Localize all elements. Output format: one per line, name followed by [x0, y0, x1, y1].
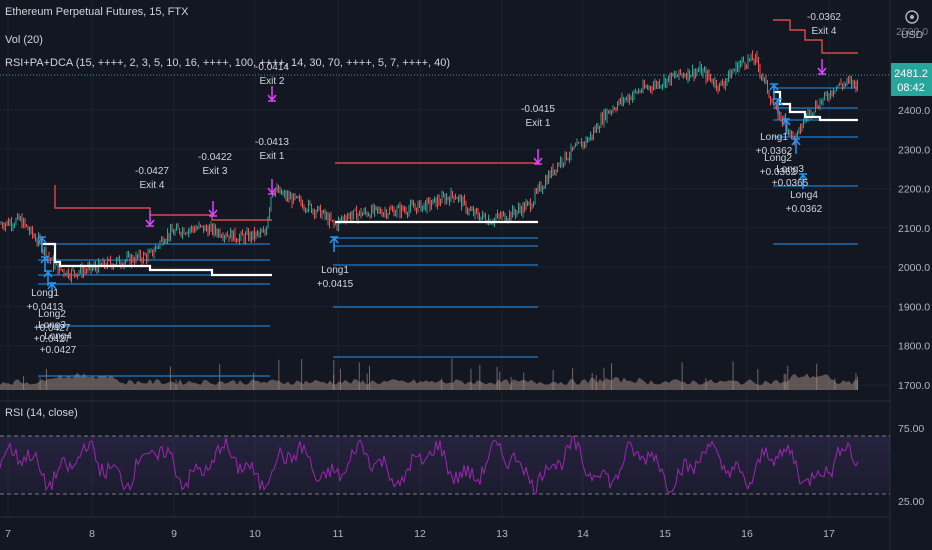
rsi-axis-label-75: 75.00: [898, 423, 924, 435]
price-axis-label: 2200.0: [898, 184, 930, 196]
time-axis-label: 13: [496, 528, 508, 540]
strategy-indicator-label[interactable]: RSI+PA+DCA (15, ++++, 2, 3, 5, 10, 16, +…: [5, 57, 450, 69]
price-axis-label: 2100.0: [898, 223, 930, 235]
trade-label-long1-right: +0.0362: [756, 146, 793, 157]
trade-label-exit2-left: Exit 2: [259, 76, 284, 87]
time-axis-label: 17: [823, 528, 835, 540]
trade-label-long3-right: +0.0365: [772, 178, 809, 189]
symbol-title[interactable]: Ethereum Perpetual Futures, 15, FTX: [5, 6, 189, 18]
price-axis-label: 2000.0: [898, 262, 930, 274]
trade-label-long3-left: Long3: [38, 320, 66, 331]
dca-levels: [38, 87, 858, 377]
time-axis-label: 8: [89, 528, 95, 540]
trade-label-long3-right: Long3: [776, 164, 804, 175]
rsi-line: [0, 435, 859, 495]
trade-label-exit4-left: Exit 4: [139, 180, 164, 191]
price-axis-top-label: 2500.0: [896, 26, 928, 38]
trade-label-long2-left: +0.0427: [34, 323, 71, 334]
trade-label-long4-right: +0.0362: [786, 204, 823, 215]
trade-label-exit4-right: Exit 4: [811, 26, 836, 37]
trade-label-exit4-left: -0.0427: [135, 166, 169, 177]
trade-label-long1-mid: +0.0415: [317, 279, 354, 290]
time-axis-label: 7: [5, 528, 11, 540]
rsi-band-fill: [0, 436, 890, 494]
trade-label-long4-left: +0.0427: [40, 345, 77, 356]
trade-label-long2-right: Long2: [764, 153, 792, 164]
time-axis-label: 15: [659, 528, 671, 540]
time-axis[interactable]: 7 8 9 10 11 12 13 14 15 16 17: [5, 528, 835, 540]
price-axis-label: 1800.0: [898, 341, 930, 353]
trade-label-exit2-left: -0.0414: [255, 62, 289, 73]
volume-bars: [0, 358, 859, 390]
time-axis-label: 11: [333, 528, 344, 540]
trade-label-long1-left: +0.0413: [27, 302, 64, 313]
trade-labels: -0.0427 Exit 4 -0.0422 Exit 3 -0.0414 Exit 2 -…: [27, 12, 842, 356]
last-price-badge: 2481.2 08:42: [891, 63, 932, 96]
trade-label-long1-left: Long1: [31, 288, 59, 299]
rsi-indicator-label[interactable]: RSI (14, close): [5, 407, 78, 419]
price-axis-label: 2300.0: [898, 144, 930, 156]
trade-label-exit3-left: -0.0422: [198, 152, 232, 163]
trade-label-exit1-left: -0.0413: [255, 137, 289, 148]
trade-label-exit1-mid: -0.0415: [521, 104, 555, 115]
trade-label-long3-left: +0.0427: [34, 334, 71, 345]
bar-countdown: 08:42: [897, 82, 925, 94]
time-axis-label: 14: [577, 528, 589, 540]
trade-label-long4-right: Long4: [790, 190, 818, 201]
price-axis-label: 1900.0: [898, 301, 930, 313]
currency-label[interactable]: USD: [901, 29, 924, 41]
trade-label-long2-left: Long2: [38, 309, 66, 320]
time-axis-label: 12: [414, 528, 426, 540]
time-axis-label: 16: [741, 528, 753, 540]
trade-markers: [37, 59, 827, 298]
trade-label-long1-right: Long1: [760, 132, 788, 143]
trade-label-long2-right: +0.0362: [760, 167, 797, 178]
price-axis-label: 2400.0: [898, 105, 930, 117]
last-price-value: 2481.2: [894, 68, 928, 80]
gear-icon[interactable]: [905, 10, 919, 24]
trade-label-exit4-right: -0.0362: [807, 12, 841, 23]
rsi-axis-label-25: 25.00: [898, 496, 924, 508]
time-axis-label: 9: [171, 528, 177, 540]
trade-label-exit3-left: Exit 3: [202, 166, 227, 177]
average-price-line: [42, 90, 858, 277]
volume-indicator-label[interactable]: Vol (20): [5, 34, 43, 46]
price-axis-label: 1700.0: [898, 380, 930, 392]
trade-label-long4-left: Long4: [44, 331, 72, 342]
time-axis-label: 10: [249, 528, 261, 540]
price-axis[interactable]: 2400.0 2300.0 2200.0 2100.0 2000.0 1900.0 1800…: [898, 105, 930, 392]
trade-label-exit1-mid: Exit 1: [525, 118, 550, 129]
trade-label-long1-mid: Long1: [321, 265, 349, 276]
trade-label-exit1-left: Exit 1: [259, 151, 284, 162]
